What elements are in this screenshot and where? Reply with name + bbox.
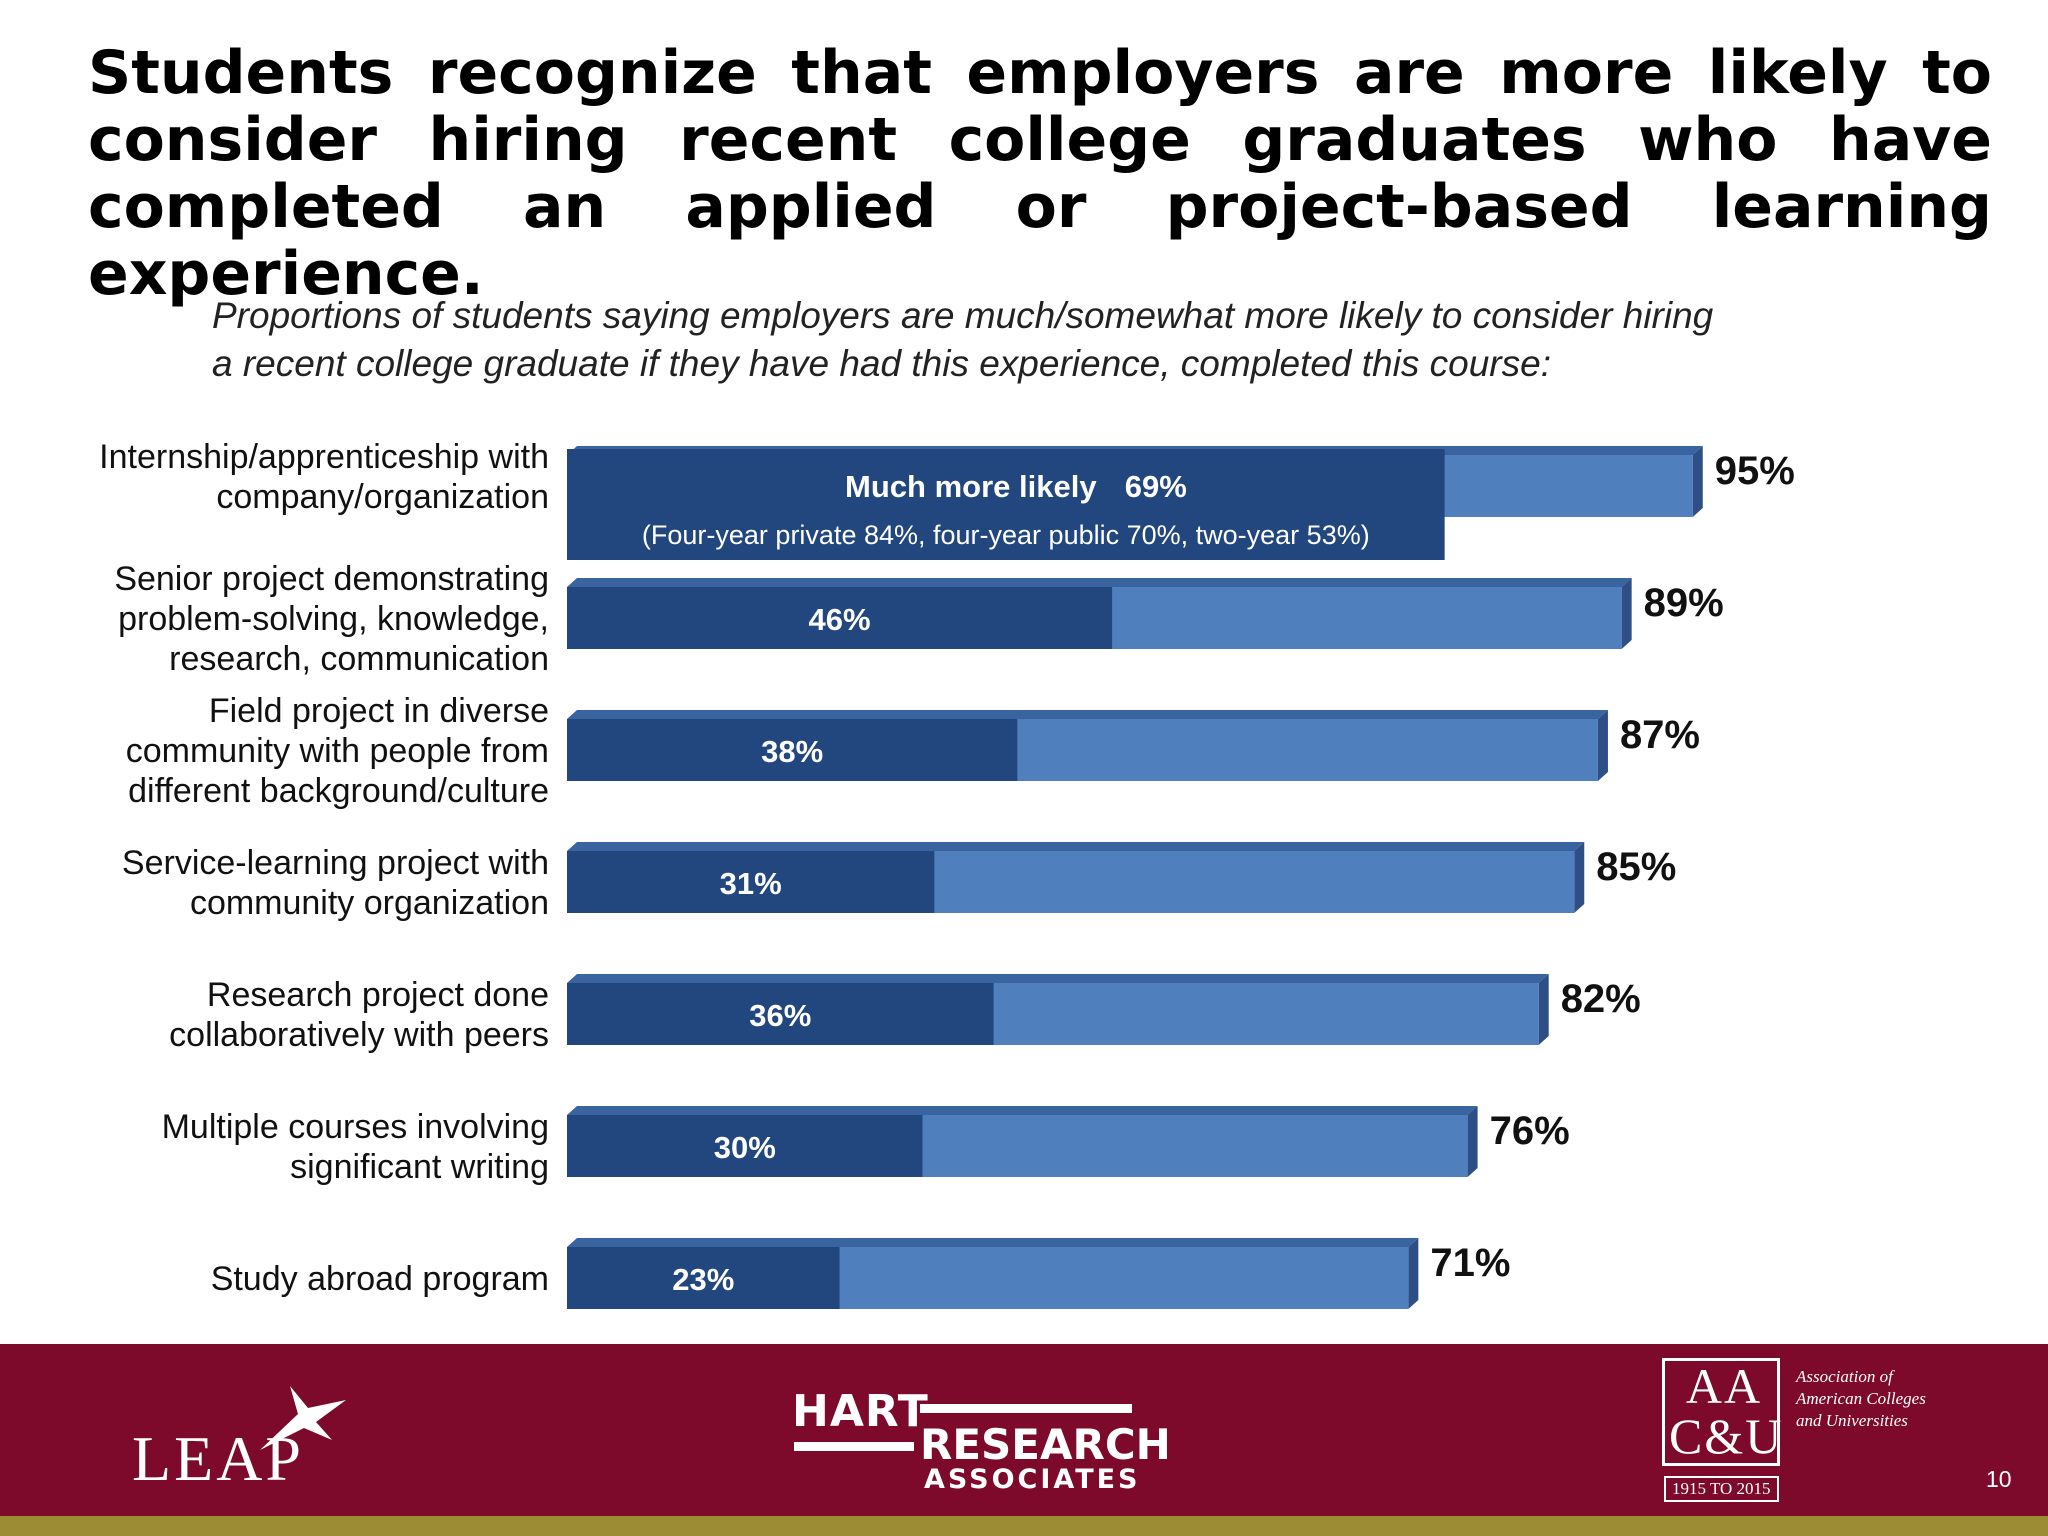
annotation-value: 69% xyxy=(1125,469,1187,504)
hart-research-logo: HART RESEARCH ASSOCIATES xyxy=(790,1386,1171,1496)
annotation-title: Much more likely xyxy=(845,469,1097,504)
total-value-label: 87% xyxy=(1620,713,1700,757)
category-label: community organization xyxy=(190,884,549,922)
annotation-box xyxy=(567,449,1445,560)
hart-logo-line-2: RESEARCH xyxy=(920,1420,1171,1469)
much-value-label: 31% xyxy=(720,866,782,901)
chart-subtitle-line-2: a recent college graduate if they have h… xyxy=(212,343,1551,384)
category-label: collaboratively with peers xyxy=(169,1016,549,1054)
category-label: Field project in diverse xyxy=(209,692,549,730)
category-label: problem-solving, knowledge, xyxy=(118,600,549,638)
bar-side-face xyxy=(1597,710,1608,781)
leap-logo: LEAP xyxy=(130,1380,370,1494)
hart-logo-line-3: ASSOCIATES xyxy=(924,1464,1141,1495)
hart-logo-line-1: HART xyxy=(792,1386,929,1437)
bar-side-face xyxy=(1408,1238,1419,1309)
aacu-logo-years: 1915 TO 2015 xyxy=(1664,1476,1779,1502)
category-label: Internship/apprenticeship with xyxy=(99,438,549,476)
annotation-detail: (Four-year private 84%, four-year public… xyxy=(642,520,1370,550)
total-value-label: 85% xyxy=(1596,845,1676,889)
page-number: 10 xyxy=(1986,1466,2012,1492)
total-value-label: 89% xyxy=(1644,581,1724,625)
much-value-label: 36% xyxy=(749,998,811,1033)
total-value-label: 76% xyxy=(1490,1109,1570,1153)
aacu-logo-box: AA C&U xyxy=(1662,1358,1784,1466)
bar-much-more-likely xyxy=(567,587,1113,649)
much-value-label: 46% xyxy=(809,602,871,637)
much-value-label: 38% xyxy=(761,734,823,769)
aacu-logo-letters: AA C&U xyxy=(1669,1358,1784,1464)
chart-subtitle: Proportions of students saying employers… xyxy=(212,292,1912,388)
category-label: different background/culture xyxy=(128,772,549,810)
footer-band xyxy=(0,1344,2048,1516)
bar-top-face xyxy=(567,974,1549,983)
category-label: Research project done xyxy=(207,976,549,1014)
star-icon xyxy=(260,1386,346,1450)
category-label: research, communication xyxy=(169,640,549,678)
total-value-label: 95% xyxy=(1715,449,1795,493)
bar-side-face xyxy=(1538,974,1549,1045)
bar-top-face xyxy=(567,578,1632,587)
total-value-label: 82% xyxy=(1561,977,1641,1021)
total-value-label: 71% xyxy=(1430,1241,1510,1285)
slide-title: Students recognize that employers are mo… xyxy=(88,38,1992,309)
chart-subtitle-line-1: Proportions of students saying employers… xyxy=(212,295,1714,336)
bar-top-face xyxy=(567,710,1608,719)
hart-logo-rule-2 xyxy=(794,1442,914,1451)
bar-much-more-likely xyxy=(567,719,1018,781)
bar-side-face xyxy=(1467,1106,1478,1177)
bar-top-face xyxy=(567,1106,1478,1115)
bar-side-face xyxy=(1574,842,1585,913)
much-value-label: 23% xyxy=(672,1262,734,1297)
category-label: Service-learning project with xyxy=(122,844,549,882)
bar-much-more-likely xyxy=(567,851,935,913)
bar-top-face xyxy=(567,1238,1419,1247)
footer-accent-strip xyxy=(0,1516,2048,1536)
leap-logo-text: LEAP xyxy=(132,1423,304,1494)
category-label: Multiple courses involving xyxy=(162,1108,549,1146)
category-label: significant writing xyxy=(290,1148,549,1186)
bar-much-more-likely xyxy=(567,983,994,1045)
bar-side-face xyxy=(1692,446,1703,517)
bar-much-more-likely xyxy=(567,1115,923,1177)
much-value-label: 30% xyxy=(714,1130,776,1165)
bar-much-more-likely xyxy=(567,1247,840,1309)
stacked-bar-chart: Internship/apprenticeship withcompany/or… xyxy=(99,438,1795,1309)
aacu-logo: AA C&U 1915 TO 2015 Association of Ameri… xyxy=(1662,1358,1926,1508)
category-label: Senior project demonstrating xyxy=(114,560,549,598)
bar-side-face xyxy=(1621,578,1632,649)
category-label: Study abroad program xyxy=(211,1260,549,1298)
category-label: community with people from xyxy=(126,732,549,770)
aacu-logo-name: Association of American Colleges and Uni… xyxy=(1796,1367,1926,1430)
bar-top-face xyxy=(567,842,1585,851)
category-label: company/organization xyxy=(216,478,549,516)
hart-logo-rule-1 xyxy=(920,1404,1132,1413)
